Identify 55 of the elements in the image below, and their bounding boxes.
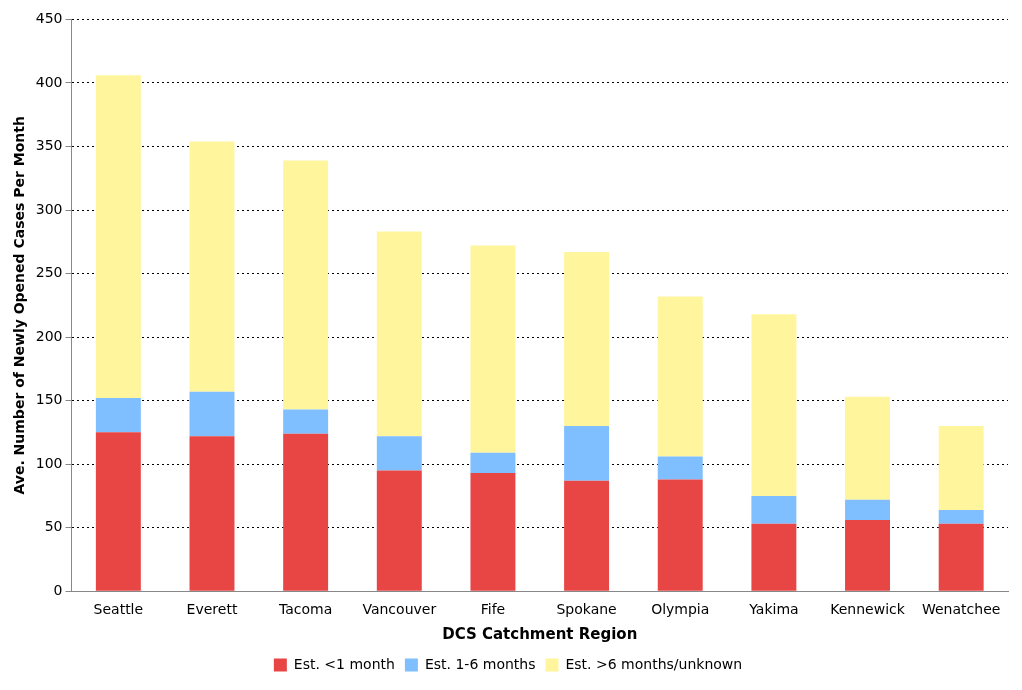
y-tick-label: 50	[44, 518, 63, 535]
bar	[751, 495, 797, 524]
x-tick-label: Vancouver	[362, 601, 437, 618]
bar	[657, 296, 703, 457]
bar	[283, 433, 329, 591]
y-tick-label: 350	[35, 137, 63, 154]
bar	[189, 391, 235, 437]
bar	[189, 141, 235, 392]
bar	[470, 452, 516, 474]
bar	[564, 251, 610, 427]
bar	[376, 470, 422, 591]
y-tick-label: 300	[35, 200, 63, 217]
bar	[470, 245, 516, 453]
x-tick-label: Everett	[186, 601, 238, 618]
y-tick-label: 0	[53, 581, 63, 598]
bar	[470, 473, 516, 591]
bar	[95, 432, 141, 591]
bar	[845, 396, 890, 500]
bar	[938, 426, 984, 510]
bar	[657, 456, 703, 480]
y-tick-label: 250	[35, 264, 63, 281]
bar	[376, 231, 422, 437]
bar	[938, 509, 984, 524]
x-tick-label: Yakima	[748, 601, 799, 618]
bar	[845, 499, 890, 521]
x-tick-label: Wenatchee	[921, 601, 1001, 618]
legend-label: Est. <1 month	[293, 655, 395, 672]
bar	[376, 436, 422, 471]
bar	[564, 480, 610, 591]
bar	[283, 160, 329, 410]
bar	[938, 523, 984, 591]
bar	[95, 75, 141, 399]
x-tick-label: Kennewick	[830, 601, 906, 618]
bar	[95, 398, 141, 433]
y-tick-label: 450	[35, 10, 63, 27]
x-axis-title: DCS Catchment Region	[442, 624, 638, 643]
y-tick-label: 400	[35, 73, 63, 90]
bar	[283, 409, 329, 434]
x-tick-label: Seattle	[93, 601, 144, 618]
bar	[751, 523, 797, 591]
legend-label: Est. >6 months/unknown	[565, 655, 743, 672]
bar	[564, 426, 610, 481]
x-tick-label: Olympia	[651, 601, 710, 618]
bar	[845, 520, 890, 591]
x-tick-label: Fife	[480, 601, 506, 618]
legend-label: Est. 1-6 months	[424, 655, 536, 672]
y-tick-label: 200	[35, 327, 63, 344]
y-tick-label: 100	[35, 454, 63, 471]
x-tick-label: Spokane	[556, 601, 617, 618]
bar	[189, 436, 235, 591]
x-tick-label: Tacoma	[277, 601, 333, 618]
y-axis-title: Ave. Number of Newly Opened Cases Per Month	[11, 116, 28, 495]
y-tick-label: 150	[35, 391, 63, 408]
bar	[751, 314, 797, 496]
bar	[657, 479, 703, 591]
